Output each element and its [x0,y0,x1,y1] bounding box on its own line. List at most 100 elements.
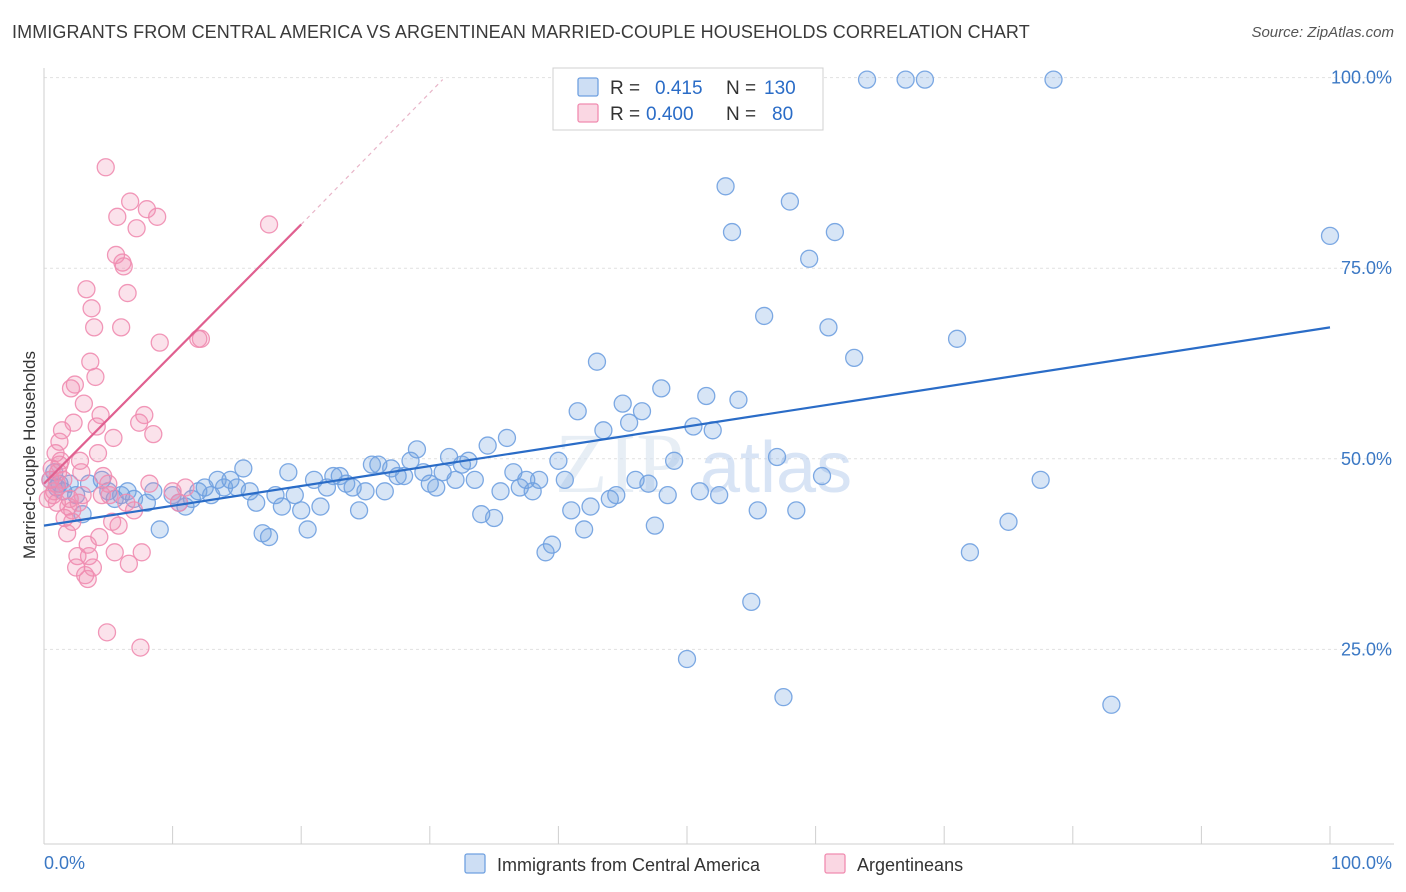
point-argentineans-34 [88,444,108,463]
point-argentineans-61 [150,333,169,352]
point-central-america-83 [581,497,600,516]
point-central-america-31 [247,493,266,512]
point-argentineans-50 [121,192,140,211]
source-label: Source: ZipAtlas.com [1251,24,1394,41]
point-central-america-17 [150,520,169,539]
point-central-america-111 [780,192,800,211]
point-argentineans-72 [90,527,109,547]
point-central-america-110 [774,687,793,707]
bottom-legend-label-central-america: Immigrants from Central America [497,855,761,875]
point-central-america-75 [529,470,549,490]
point-central-america-97 [677,649,697,669]
point-argentineans-55 [132,543,151,562]
point-central-america-113 [800,249,819,268]
x-tick-label-0: 0.0% [44,853,85,873]
point-central-america-84 [587,352,607,371]
watermark-atlas: atlas [700,428,852,508]
point-central-america-102 [710,485,729,505]
point-central-america-112 [787,501,806,520]
point-argentineans-57 [137,200,157,219]
bottom-legend-label-argentineans: Argentineans [857,855,963,875]
x-tick-label-100: 100.0% [1331,853,1392,873]
point-argentineans-23 [74,394,94,413]
point-argentineans-68 [47,474,67,493]
chart-title: IMMIGRANTS FROM CENTRAL AMERICA VS ARGEN… [12,22,1030,42]
point-central-america-105 [729,390,748,409]
point-central-america-69 [491,482,510,501]
point-argentineans-43 [105,543,124,562]
legend-n-label-2: N = [726,104,756,125]
point-central-america-117 [845,348,864,368]
point-argentineans-52 [127,219,146,238]
point-central-america-126 [1102,695,1121,714]
point-central-america-38 [292,501,311,520]
point-central-america-100 [697,386,716,406]
point-central-america-48 [356,482,375,501]
point-central-america-65 [465,470,484,490]
point-central-america-56 [407,440,427,459]
point-central-america-91 [632,402,652,421]
point-central-america-80 [562,501,581,520]
legend-swatch-central-america [577,77,599,97]
point-central-america-116 [825,222,845,242]
point-argentineans-22 [73,485,92,505]
point-argentineans-38 [96,158,115,177]
point-argentineans-74 [78,569,97,589]
point-central-america-119 [896,70,915,89]
point-argentineans-7 [50,432,69,451]
point-argentineans-79 [118,283,137,303]
point-argentineans-32 [86,367,105,387]
point-argentineans-60 [148,207,167,226]
legend-r-value-2: 0.400 [646,104,694,125]
point-central-america-109 [767,447,787,467]
point-argentineans-56 [135,405,154,425]
trend-lines [43,79,1331,527]
point-central-america-41 [311,497,330,516]
point-central-america-118 [857,70,877,89]
point-central-america-70 [497,428,517,448]
point-central-america-36 [279,463,298,482]
point-argentineans-76 [104,428,123,448]
point-central-america-88 [613,394,632,413]
point-central-america-104 [722,222,742,242]
legend-r-value-1: 0.415 [655,78,703,99]
point-central-america-107 [748,501,767,520]
legend-n-label-1: N = [726,78,756,99]
series-argentineans-points [38,158,279,657]
point-argentineans-46 [112,318,131,337]
axes [43,68,1394,845]
bottom-legend-swatch-central-america [464,853,486,874]
point-central-america-77 [542,535,562,554]
point-argentineans-33 [87,417,106,436]
point-argentineans-25 [77,280,96,299]
point-argentineans-16 [64,413,83,432]
y-tick-label-50: 50.0% [1341,449,1392,469]
legend-swatch-argentineans [577,103,599,123]
point-argentineans-67 [259,215,279,234]
point-central-america-78 [549,451,568,470]
point-central-america-121 [947,329,967,348]
y-tick-label-25: 25.0% [1341,639,1392,659]
stats-legend: R = 0.415 N = 130 R = 0.400 N = 80 [552,67,824,131]
point-central-america-115 [819,318,838,337]
point-central-america-33 [259,527,279,547]
point-central-america-122 [960,543,980,562]
legend-n-value-1: 130 [764,78,796,99]
point-central-america-82 [574,520,594,539]
point-argentineans-63 [169,493,189,512]
legend-n-value-2: 80 [772,104,793,125]
point-argentineans-29 [82,299,101,318]
point-central-america-99 [690,482,710,501]
point-argentineans-58 [140,474,159,493]
point-argentineans-69 [50,455,69,474]
point-central-america-51 [375,482,394,501]
point-central-america-74 [523,482,542,501]
tick-labels: 25.0% 50.0% 75.0% 100.0% 0.0% 100.0% [44,68,1392,873]
point-central-america-85 [594,421,613,440]
point-argentineans-54 [131,638,150,657]
point-argentineans-75 [113,253,132,272]
trend-line-central-america [43,326,1331,527]
point-central-america-67 [478,436,497,455]
point-argentineans-48 [117,493,136,512]
point-central-america-95 [658,485,677,505]
